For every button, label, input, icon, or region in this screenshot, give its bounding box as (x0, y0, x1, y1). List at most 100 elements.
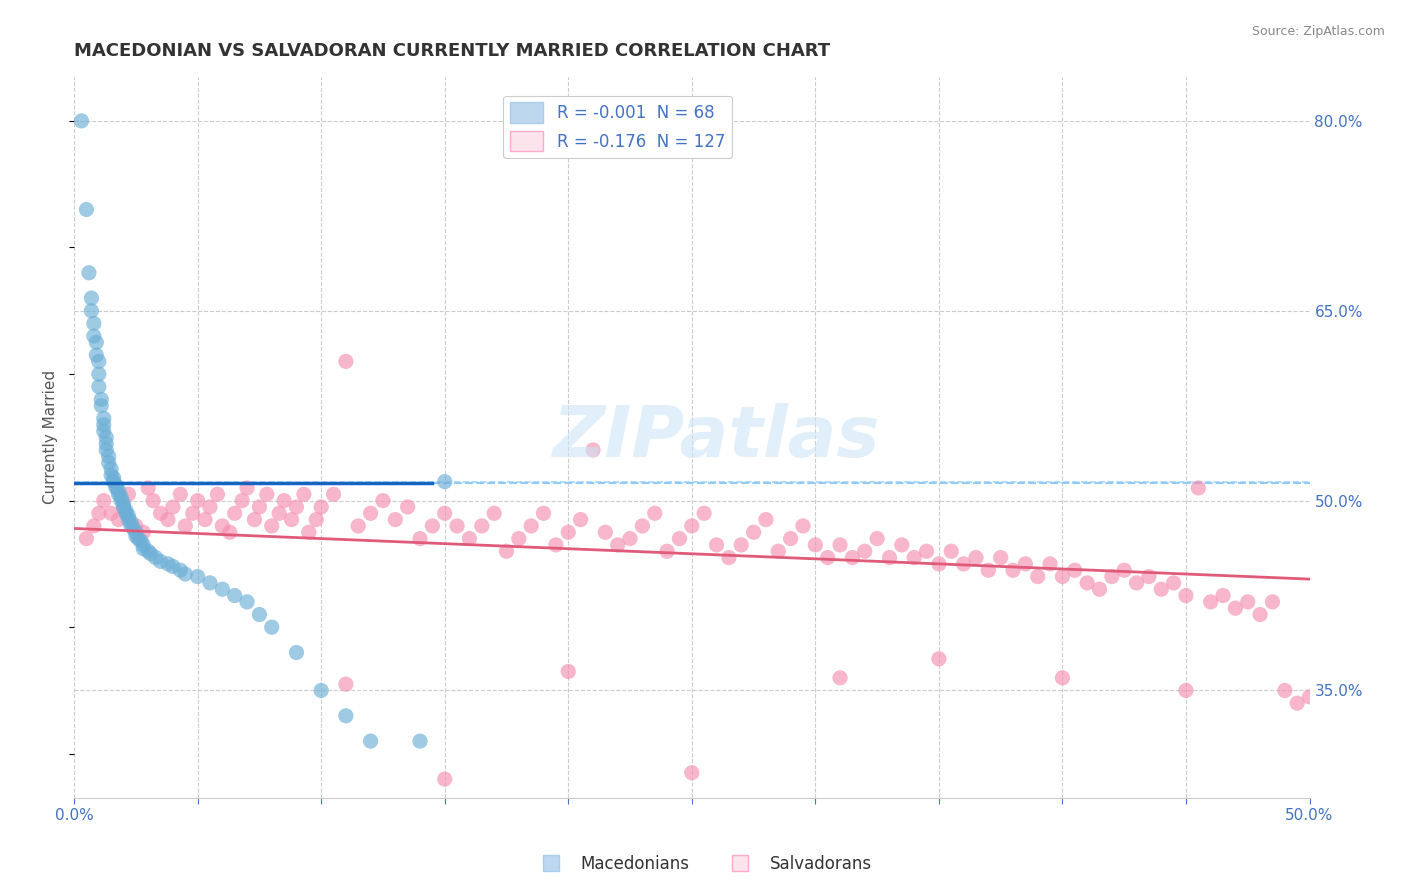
Point (139, 547, 162, 561)
Point (335, 354, 357, 368)
Point (247, 500, 270, 514)
Point (90, 392, 112, 407)
Point (828, 538, 851, 552)
Point (87, 367, 110, 381)
Point (1298, 690, 1320, 704)
Point (100, 462, 122, 476)
Point (1175, 683, 1198, 698)
Point (903, 550, 925, 565)
Point (260, 620, 283, 634)
Point (309, 500, 332, 514)
Point (965, 550, 987, 565)
Point (280, 513, 302, 527)
Point (1125, 575, 1147, 590)
Point (125, 519, 148, 533)
Point (631, 519, 654, 533)
Point (335, 708, 357, 723)
Point (360, 734, 382, 748)
Point (107, 487, 129, 501)
Point (97, 456, 120, 470)
Point (125, 529, 148, 543)
Point (1150, 582, 1173, 597)
Legend: Macedonians, Salvadorans: Macedonians, Salvadorans (527, 848, 879, 880)
Point (1039, 557, 1062, 571)
Point (117, 513, 139, 527)
Point (890, 538, 912, 552)
Point (1026, 569, 1049, 583)
Point (236, 595, 259, 609)
Point (260, 519, 283, 533)
Point (817, 550, 839, 565)
Point (1101, 569, 1123, 583)
Point (619, 532, 641, 546)
Point (309, 683, 332, 698)
Point (132, 541, 155, 556)
Y-axis label: Currently Married: Currently Married (44, 370, 58, 504)
Point (422, 519, 444, 533)
Point (804, 538, 827, 552)
Point (162, 500, 184, 514)
Point (557, 665, 579, 679)
Point (93, 493, 115, 508)
Point (77, 266, 100, 280)
Point (655, 544, 678, 558)
Point (841, 550, 863, 565)
Point (97, 450, 120, 464)
Point (198, 575, 221, 590)
Point (298, 525, 321, 540)
Point (194, 513, 217, 527)
Point (1187, 481, 1209, 495)
Point (285, 500, 308, 514)
Point (211, 519, 233, 533)
Point (433, 772, 456, 786)
Point (471, 519, 494, 533)
Point (236, 481, 259, 495)
Point (693, 506, 716, 520)
Point (80, 303, 103, 318)
Point (110, 490, 132, 504)
Point (107, 483, 129, 498)
Point (93, 411, 115, 425)
Point (87, 506, 110, 520)
Point (169, 563, 191, 577)
Point (211, 582, 233, 597)
Point (103, 475, 125, 489)
Point (928, 652, 950, 666)
Point (520, 519, 543, 533)
Point (129, 534, 152, 549)
Point (162, 559, 184, 574)
Point (93, 417, 115, 432)
Point (273, 493, 295, 508)
Point (508, 532, 530, 546)
Point (103, 471, 125, 485)
Point (1163, 575, 1185, 590)
Point (174, 567, 197, 582)
Point (285, 646, 308, 660)
Point (681, 765, 703, 780)
Point (96, 430, 118, 444)
Point (75, 532, 97, 546)
Point (409, 532, 432, 546)
Point (990, 550, 1012, 565)
Point (86, 335, 108, 350)
Point (396, 500, 419, 514)
Point (256, 487, 278, 501)
Point (100, 468, 122, 483)
Point (218, 525, 240, 540)
Point (866, 532, 889, 546)
Point (132, 538, 155, 552)
Point (730, 538, 752, 552)
Point (100, 506, 122, 520)
Point (1261, 595, 1284, 609)
Point (120, 515, 142, 529)
Point (90, 399, 112, 413)
Point (93, 424, 115, 438)
Point (409, 734, 432, 748)
Point (117, 487, 139, 501)
Point (174, 519, 197, 533)
Point (117, 508, 139, 523)
Point (557, 525, 579, 540)
Point (125, 525, 148, 540)
Point (80, 291, 103, 305)
Point (853, 544, 876, 558)
